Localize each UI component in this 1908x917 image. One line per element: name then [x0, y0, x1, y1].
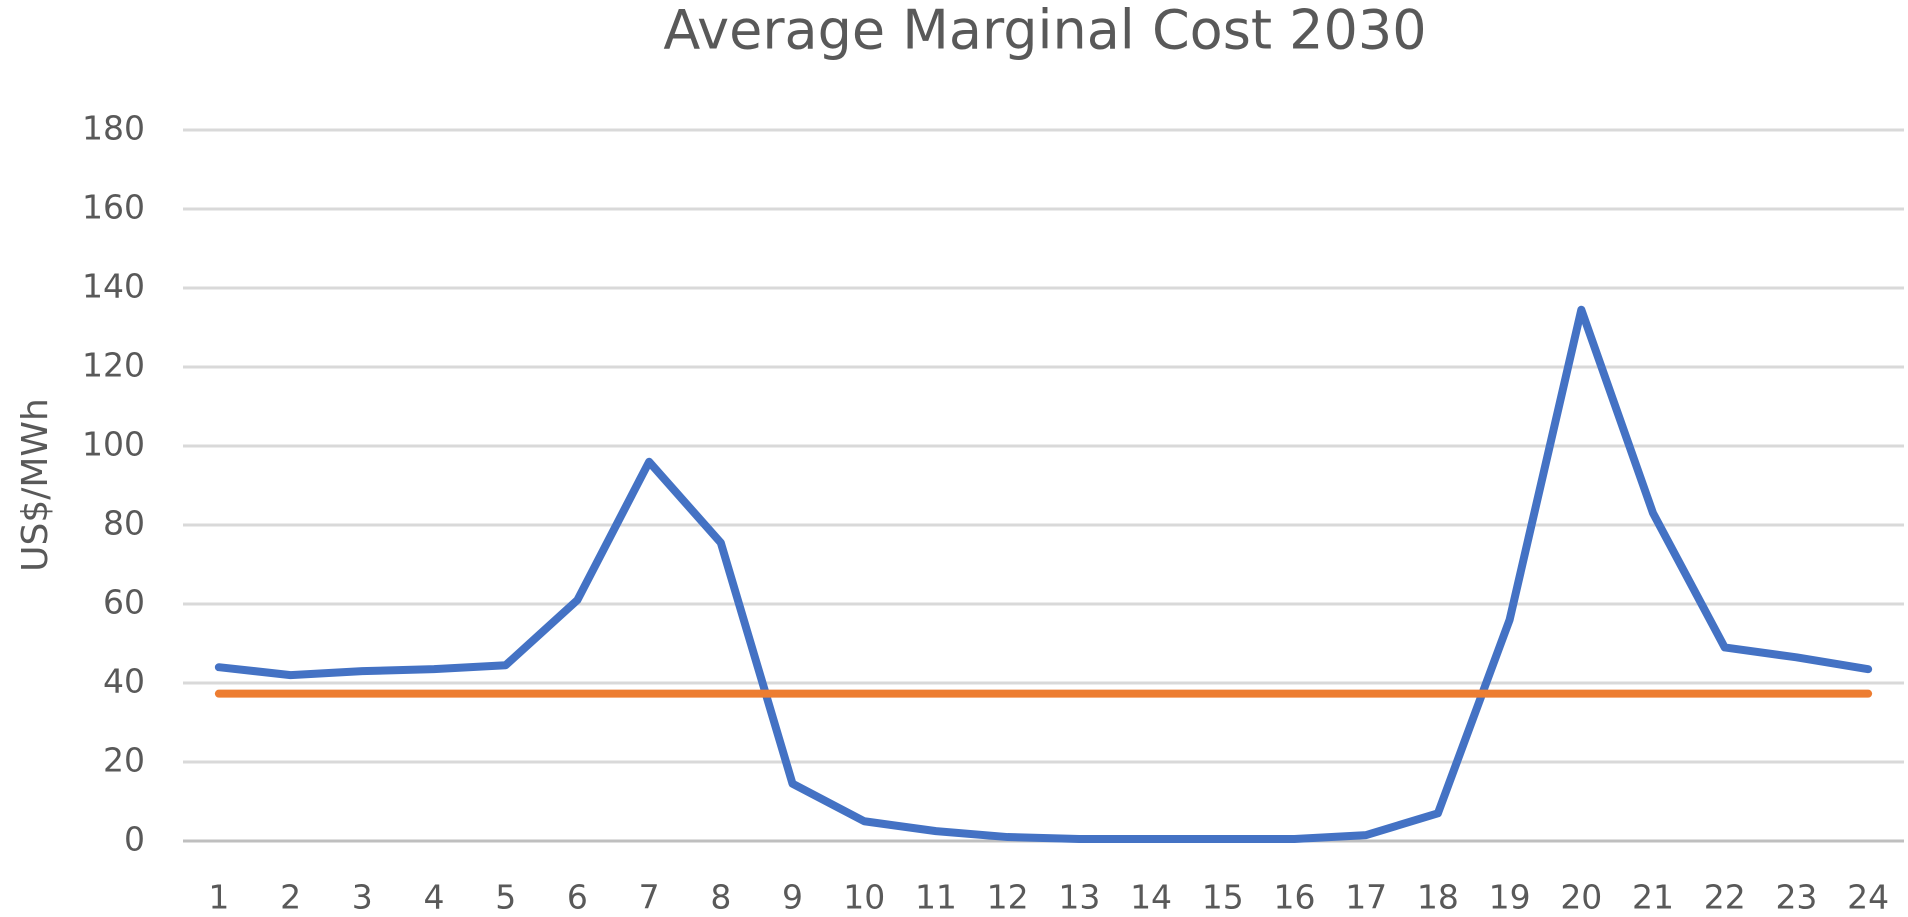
x-tick-label: 8	[710, 878, 731, 917]
y-tick-label: 80	[103, 504, 145, 543]
y-tick-label: 140	[82, 267, 145, 306]
x-tick-label: 9	[782, 878, 803, 917]
x-tick-label: 1	[208, 878, 229, 917]
x-tick-label: 5	[495, 878, 516, 917]
x-tick-label: 3	[352, 878, 373, 917]
chart-title: Average Marginal Cost 2030	[663, 0, 1426, 62]
x-tick-label: 11	[915, 878, 957, 917]
x-tick-label: 23	[1775, 878, 1817, 917]
x-tick-label: 24	[1847, 878, 1889, 917]
x-tick-label: 22	[1704, 878, 1746, 917]
x-tick-label: 6	[567, 878, 588, 917]
x-tick-label: 13	[1058, 878, 1100, 917]
x-tick-label: 7	[639, 878, 660, 917]
x-tick-label: 12	[987, 878, 1029, 917]
x-tick-label: 21	[1632, 878, 1674, 917]
x-tick-label: 4	[423, 878, 444, 917]
x-tick-label: 14	[1130, 878, 1172, 917]
x-tick-label: 15	[1202, 878, 1244, 917]
x-tick-label: 2	[280, 878, 301, 917]
y-tick-label: 120	[82, 346, 145, 385]
x-tick-label: 19	[1489, 878, 1531, 917]
y-tick-label: 40	[103, 662, 145, 701]
x-tick-label: 16	[1273, 878, 1315, 917]
y-axis-label: US$/MWh	[15, 398, 56, 572]
x-tick-label: 18	[1417, 878, 1459, 917]
x-tick-label: 20	[1560, 878, 1602, 917]
y-tick-label: 100	[82, 425, 145, 464]
y-tick-label: 20	[103, 741, 145, 780]
x-tick-label: 17	[1345, 878, 1387, 917]
y-tick-label: 0	[124, 820, 145, 859]
y-tick-label: 60	[103, 583, 145, 622]
x-tick-label: 10	[843, 878, 885, 917]
series-line	[214, 305, 1873, 844]
y-tick-label: 160	[82, 188, 145, 227]
y-tick-label: 180	[82, 109, 145, 148]
